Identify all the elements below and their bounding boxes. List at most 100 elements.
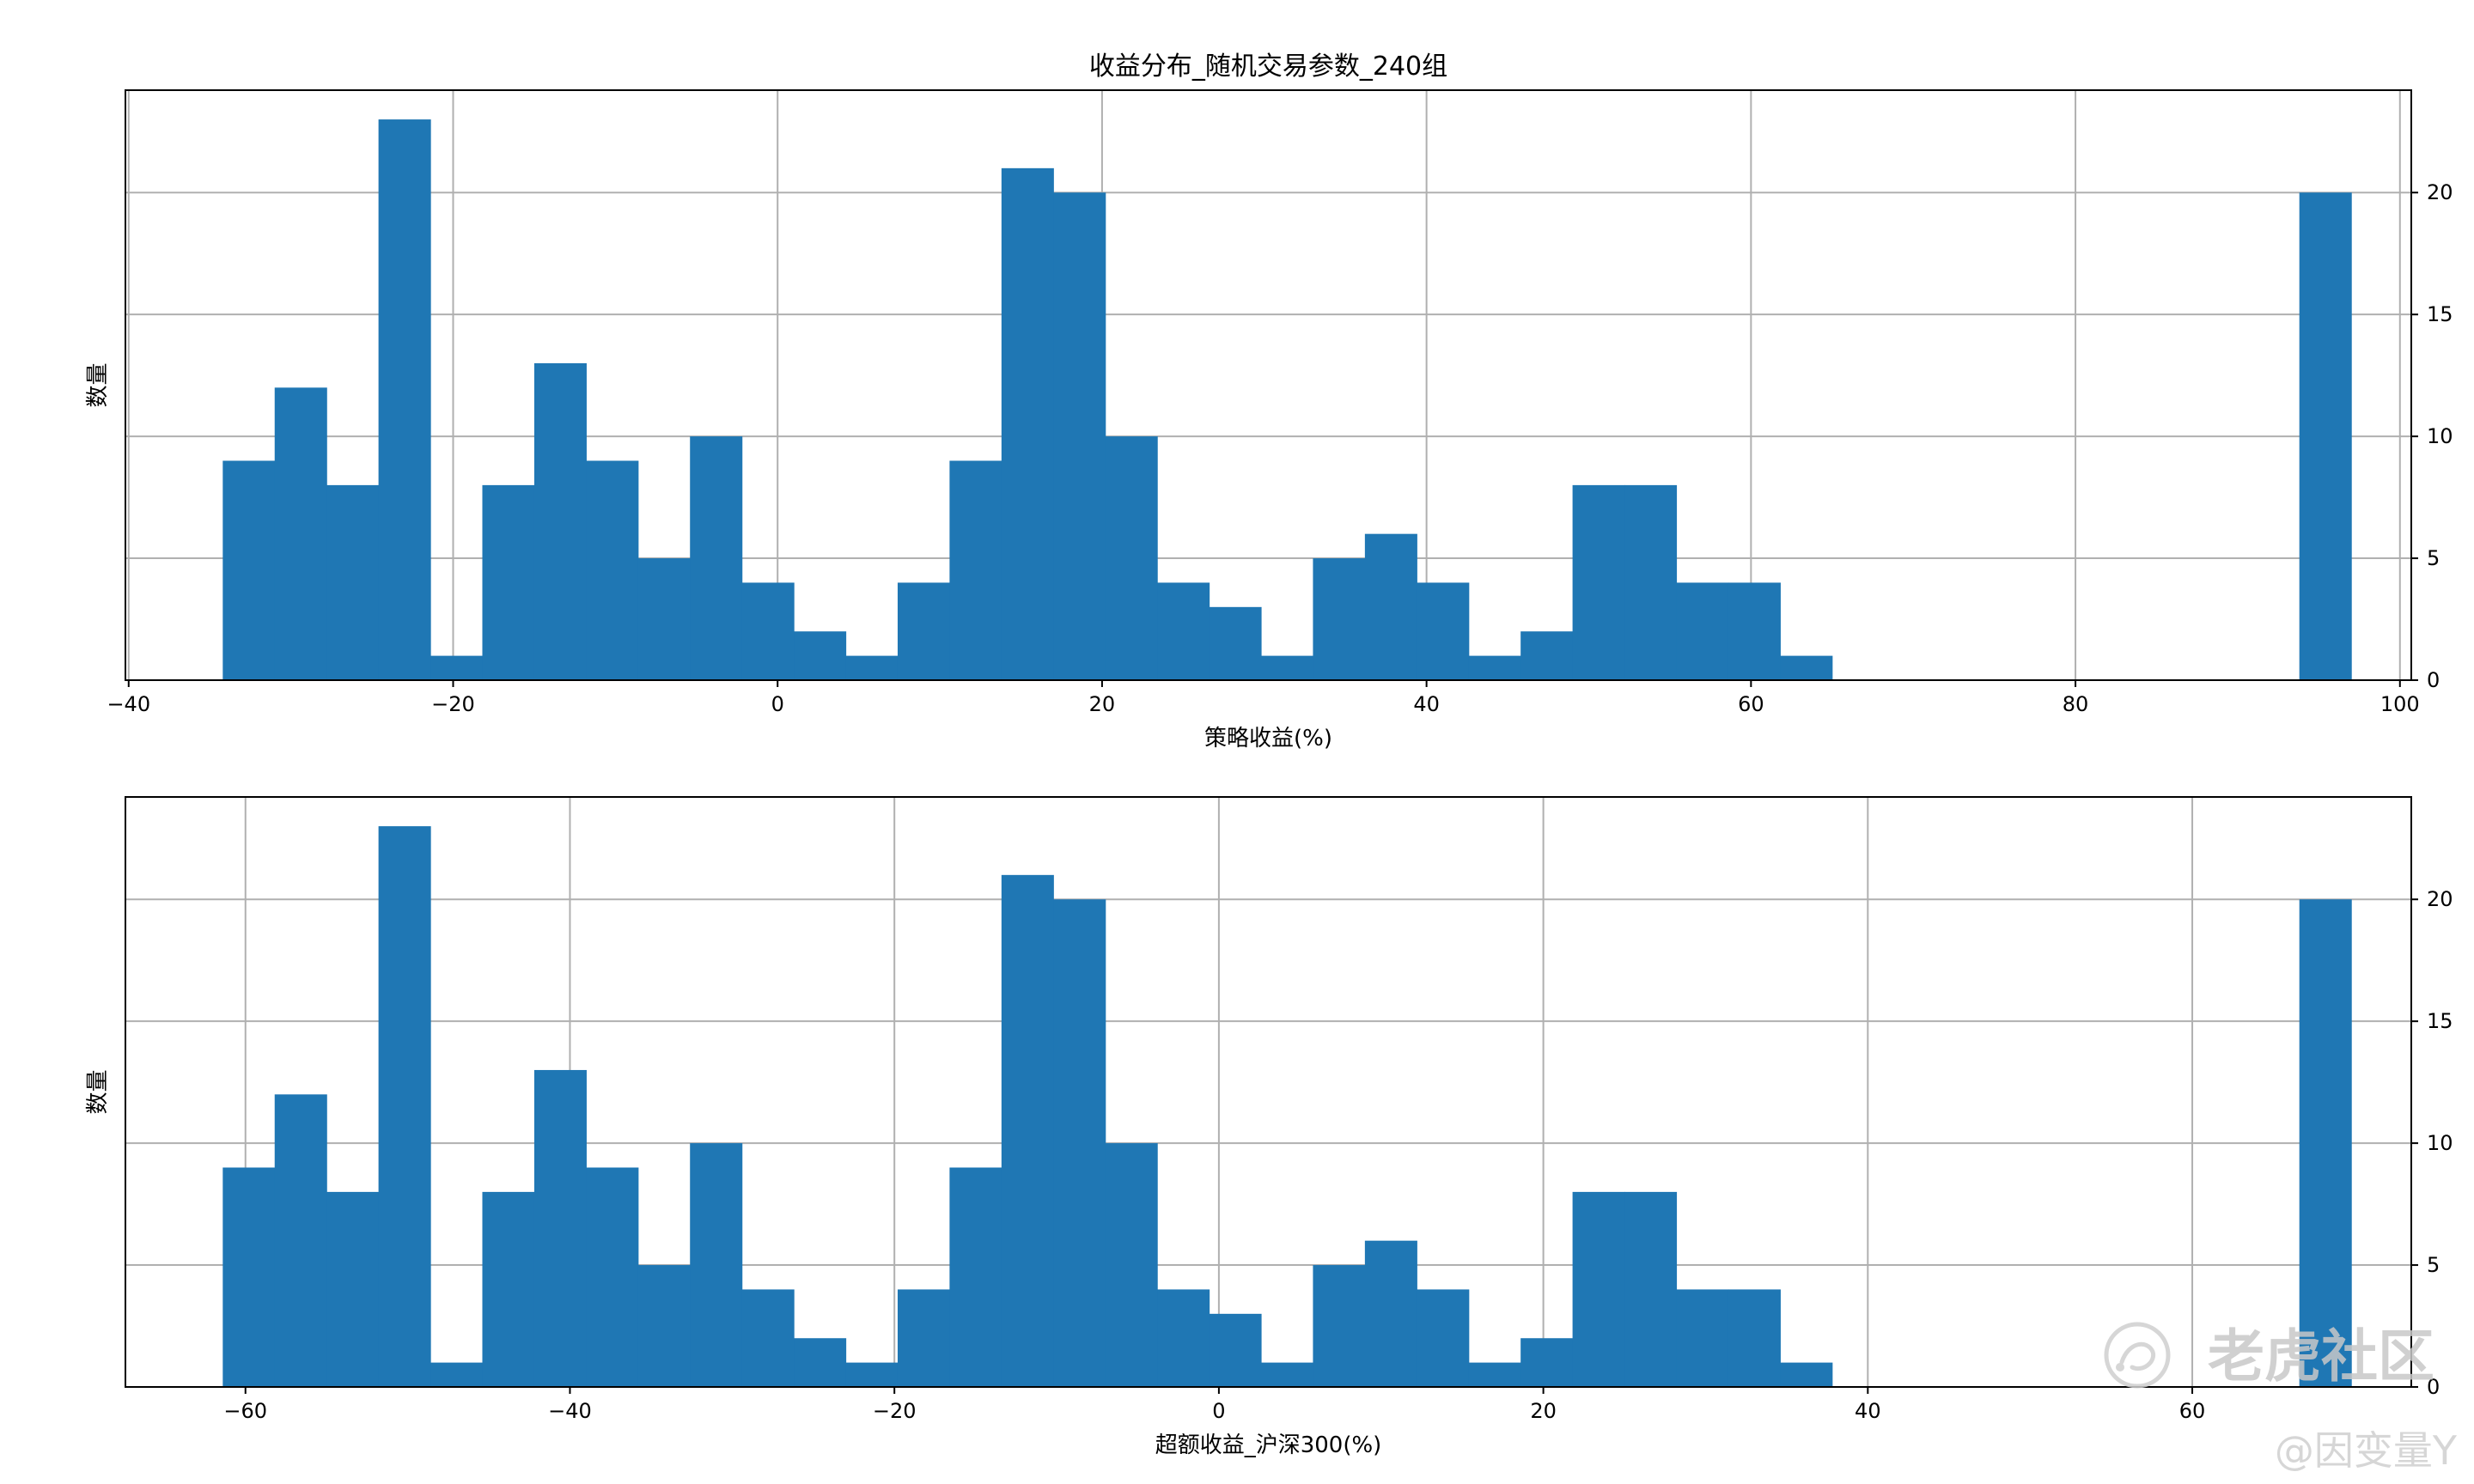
histogram-bar (1364, 533, 1417, 680)
histogram-bar (690, 1143, 743, 1387)
histogram-bar (1364, 1240, 1417, 1387)
histogram-bar (1520, 1338, 1574, 1387)
x-axis-ticks: −40 −20 0 20 40 60 80 100 (107, 680, 2420, 716)
grid-lines (125, 90, 2411, 681)
y-axis-ticks: 0 5 10 15 20 (2411, 180, 2453, 692)
histogram-bar (1417, 1289, 1470, 1387)
histogram-bar (1468, 655, 1521, 680)
histogram-bar (1001, 167, 1054, 681)
histogram-bar (949, 1167, 1002, 1387)
histogram-bar (1209, 606, 1262, 680)
grid-lines (125, 797, 2411, 1388)
y-tick-label: 5 (2427, 546, 2440, 570)
plot-frame (125, 89, 2412, 681)
histogram-bar (586, 460, 639, 680)
y-axis-label: 数量 (85, 362, 111, 407)
histogram-bar (1417, 582, 1470, 680)
x-tick-label: 60 (1738, 692, 1764, 716)
x-axis-ticks: −60 −40 −20 0 20 40 60 (223, 1387, 2205, 1423)
histogram-bar (533, 362, 587, 680)
histogram-bar (845, 655, 899, 680)
histogram-bars (222, 119, 2352, 681)
histogram-bar (1780, 1362, 1833, 1387)
y-tick-label: 0 (2427, 668, 2440, 692)
histogram-bar (690, 436, 743, 680)
histogram-bar (1624, 484, 1678, 680)
plot-frame (125, 796, 2412, 1388)
histogram-bar (482, 1191, 535, 1387)
histogram-bar (949, 460, 1002, 680)
x-tick-label: 20 (1089, 692, 1116, 716)
x-tick-label: 40 (1413, 692, 1440, 716)
histogram-bar (378, 826, 431, 1387)
histogram-bar (222, 460, 276, 680)
histogram-bar (533, 1069, 587, 1387)
y-tick-label: 5 (2427, 1253, 2440, 1277)
histogram-bar (1468, 1362, 1521, 1387)
histogram-bar (1780, 655, 1833, 680)
histogram-bars (222, 826, 2352, 1387)
histogram-bar (1261, 1362, 1314, 1387)
histogram-bar (1313, 1265, 1366, 1387)
histogram-bar (1105, 436, 1158, 680)
histogram-bar (274, 387, 327, 680)
histogram-bar (326, 1191, 380, 1387)
y-tick-label: 20 (2427, 887, 2453, 911)
x-tick-label: −40 (107, 692, 150, 716)
histogram-bar (430, 1362, 484, 1387)
histogram-bar (586, 1167, 639, 1387)
x-tick-label: −20 (431, 692, 475, 716)
histogram-bar (1209, 1313, 1262, 1387)
x-tick-label: 20 (1530, 1399, 1557, 1423)
y-tick-label: 15 (2427, 302, 2453, 326)
y-tick-label: 10 (2427, 1131, 2453, 1155)
histogram-bar (274, 1094, 327, 1387)
histogram-bar (1572, 484, 1625, 680)
histogram-bar (1053, 899, 1106, 1387)
histogram-bar (741, 582, 795, 680)
y-tick-label: 15 (2427, 1009, 2453, 1033)
x-tick-label: 60 (2179, 1399, 2206, 1423)
histogram-bar (1572, 1191, 1625, 1387)
histogram-bar (430, 655, 484, 680)
histogram-bar (1001, 874, 1054, 1387)
histogram-bar (326, 484, 380, 680)
y-axis-label: 数量 (85, 1069, 111, 1114)
histogram-bar (1313, 558, 1366, 680)
chart-title: 收益分布_随机交易参数_240组 (1089, 52, 1447, 82)
x-tick-label: 0 (771, 692, 784, 716)
histogram-bar (1261, 655, 1314, 680)
histogram-bar (222, 1167, 276, 1387)
histogram-bar (845, 1362, 899, 1387)
histogram-bar (2299, 899, 2352, 1387)
histogram-bar (1728, 582, 1781, 680)
x-tick-label: 0 (1212, 1399, 1225, 1423)
histogram-bar (1053, 192, 1106, 681)
histogram-bar (794, 631, 847, 680)
x-axis-label: 超额收益_沪深300(%) (1155, 1432, 1382, 1458)
histogram-bar (897, 1289, 950, 1387)
y-axis-ticks: 0 5 10 15 20 (2411, 887, 2453, 1399)
histogram-bar (1676, 1289, 1729, 1387)
histogram-bar (1676, 582, 1729, 680)
histogram-bar (2299, 192, 2352, 681)
histogram-bar (378, 119, 431, 681)
x-axis-label: 策略收益(%) (1204, 726, 1332, 751)
histogram-bar (1728, 1289, 1781, 1387)
watermark-author: @因变量Y (2275, 1427, 2458, 1474)
x-tick-label: 100 (2380, 692, 2420, 716)
histogram-bar (741, 1289, 795, 1387)
histogram-bar (1157, 582, 1210, 680)
histogram-bar (794, 1338, 847, 1387)
histogram-bar (1105, 1143, 1158, 1387)
x-tick-label: 40 (1855, 1399, 1881, 1423)
histogram-bar (637, 558, 691, 680)
x-tick-label: 80 (2063, 692, 2089, 716)
x-tick-label: −60 (223, 1399, 267, 1423)
y-tick-label: 0 (2427, 1375, 2440, 1399)
histogram-bar (897, 582, 950, 680)
histogram-bar (637, 1265, 691, 1387)
histogram-bar (1624, 1191, 1678, 1387)
